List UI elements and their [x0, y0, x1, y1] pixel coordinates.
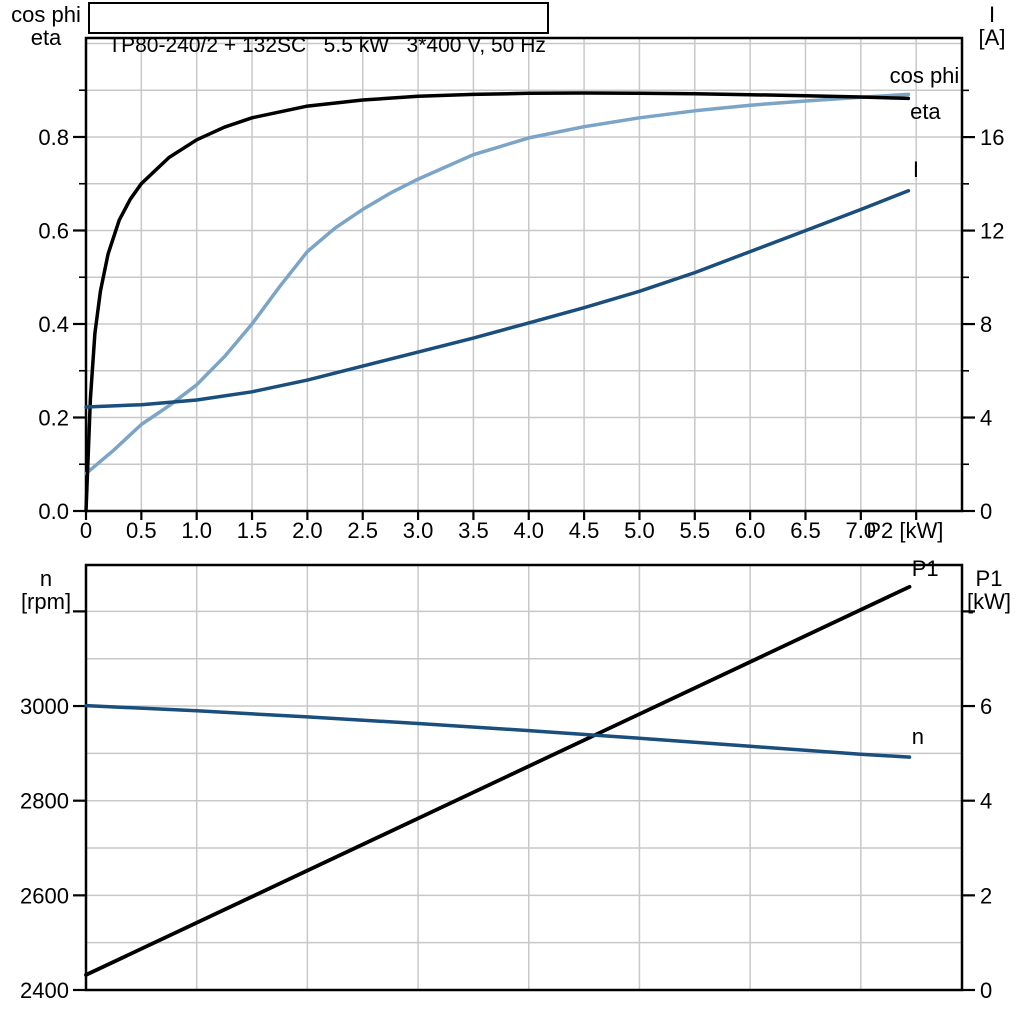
left-axis-title-eta: eta [30, 25, 62, 50]
y-right-tick-label: 8 [980, 312, 992, 337]
x-tick-label: 5.0 [624, 518, 655, 543]
y-right-tick-label: 12 [980, 219, 1004, 244]
y-right-tick-label: 6 [980, 694, 992, 719]
y-left-tick-label: 3000 [20, 694, 69, 719]
series-P1 [84, 584, 912, 977]
curve-label-eta: eta [910, 99, 941, 124]
series-eta [84, 91, 911, 513]
y-left-tick-label: 0.8 [38, 125, 69, 150]
plot-border [84, 36, 964, 513]
x-tick-label: 7.0 [846, 518, 877, 543]
curve-label-P1: P1 [912, 556, 939, 581]
top-chart-left-axis-title: cos phi eta [10, 3, 82, 49]
x-tick-label: 0 [80, 518, 92, 543]
curve-label-cos-phi: cos phi [890, 63, 960, 88]
right-axis-title-current: I [988, 2, 996, 27]
y-right-tick-label: 0 [980, 978, 992, 1003]
chart-title-box: TP80-240/2 + 132SC 5.5 kW 3*400 V, 50 Hz [88, 2, 549, 57]
right-axis-title-p1-unit: [kW] [967, 589, 1011, 614]
x-tick-label: 2.0 [292, 518, 323, 543]
y-right-tick-label: 4 [980, 789, 992, 814]
left-axis-title-speed: n [39, 566, 53, 591]
x-tick-label: 1.5 [237, 518, 268, 543]
x-tick-label: 6.0 [735, 518, 766, 543]
x-tick-label: 4.0 [513, 518, 544, 543]
y-left-tick-label: 2400 [20, 978, 69, 1003]
series-cos-phi [84, 92, 911, 476]
right-axis-title-current-unit: [A] [978, 25, 1006, 50]
y-left-tick-label: 2800 [20, 789, 69, 814]
y-left-tick-label: 0.6 [38, 218, 69, 243]
left-axis-title-speed-unit: [rpm] [20, 589, 72, 614]
y-left-tick-label: 2600 [20, 883, 69, 908]
curve-label-I: I [913, 157, 919, 182]
bottom-chart-left-axis-title: n [rpm] [10, 567, 82, 613]
series-I [84, 189, 911, 409]
plot-border [84, 563, 964, 992]
series-n [84, 703, 912, 759]
x-tick-label: 1.0 [181, 518, 212, 543]
y-left-tick-label: 0.4 [38, 312, 69, 337]
y-left-tick-label: 0.0 [38, 499, 69, 524]
left-axis-title-cos-phi: cos phi [11, 2, 81, 27]
curve-label-n: n [912, 724, 924, 749]
y-right-tick-label: 4 [980, 406, 992, 431]
x-tick-label: 3.5 [458, 518, 489, 543]
x-tick-label: 2.5 [347, 518, 378, 543]
x-tick-label: 5.5 [679, 518, 710, 543]
top-chart: 0 0.5 1.0 1.5 2.0 2.5 3.0 3.5 4.0 4.5 5.0 5.5 6.0 6.5… [38, 36, 1004, 543]
bottom-chart: 2400 2600 2800 3000 0 2 4 6 P1 n [20, 556, 992, 1003]
x-tick-label: 0.5 [126, 518, 157, 543]
top-chart-right-axis-title: I [A] [963, 3, 1021, 49]
y-left-tick-label: 0.2 [38, 405, 69, 430]
chart-title: TP80-240/2 + 132SC 5.5 kW 3*400 V, 50 Hz [108, 34, 546, 57]
bottom-chart-right-axis-title: P1 [kW] [958, 567, 1020, 613]
x-tick-label: 4.5 [569, 518, 600, 543]
x-tick-label: 3.0 [403, 518, 434, 543]
y-right-tick-label: 2 [980, 883, 992, 908]
y-right-tick-label: 16 [980, 125, 1004, 150]
y-right-tick-label: 0 [980, 499, 992, 524]
x-tick-label: 6.5 [790, 518, 821, 543]
right-axis-title-p1: P1 [975, 566, 1003, 591]
x-axis-label: P2 [kW] [866, 518, 943, 543]
